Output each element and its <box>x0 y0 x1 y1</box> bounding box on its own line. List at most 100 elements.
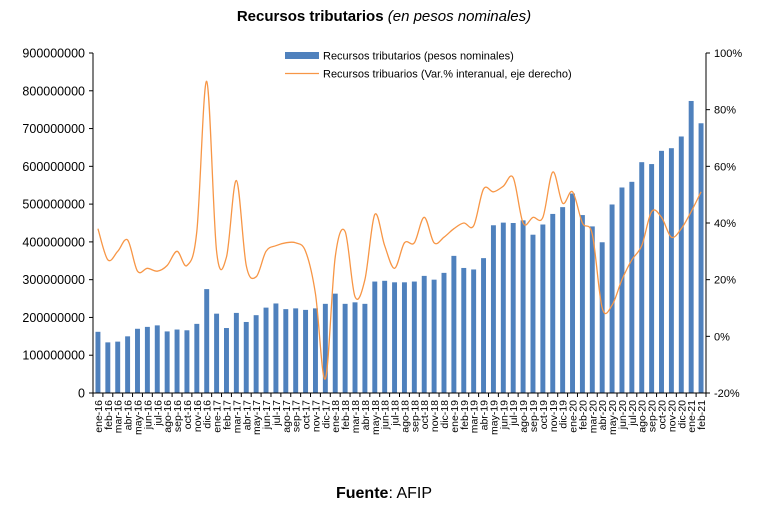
right-axis-tick-label: 0% <box>714 331 730 343</box>
bar <box>629 181 635 393</box>
x-axis-tick-label: ene-21 <box>686 400 698 433</box>
x-axis-tick-label: dic-19 <box>558 400 570 429</box>
x-axis-tick-label: sep-20 <box>647 400 659 432</box>
x-axis-tick-label: feb-20 <box>577 400 589 430</box>
x-axis-tick-label: jul-18 <box>390 400 402 427</box>
bar <box>342 303 348 393</box>
x-axis-tick-label: dic-18 <box>439 400 451 429</box>
left-axis-tick-label: 500000000 <box>22 198 85 212</box>
right-axis-tick-label: 80% <box>714 105 736 117</box>
legend-swatch-bar <box>285 52 319 59</box>
bar <box>520 220 526 393</box>
bar <box>154 325 160 393</box>
x-axis-tick-label: mar-18 <box>350 400 362 433</box>
bar <box>441 272 447 393</box>
x-axis-tick-label: jun-20 <box>617 400 629 430</box>
x-axis-tick-label: jul-20 <box>627 400 639 427</box>
bar <box>243 321 249 393</box>
bar <box>550 213 556 393</box>
right-axis-tick-label: -20% <box>714 388 740 400</box>
x-axis-tick-label: feb-17 <box>221 400 233 430</box>
x-axis-tick-label: dic-16 <box>202 400 214 429</box>
x-axis-tick-label: abr-16 <box>123 400 135 431</box>
left-axis-tick-label: 400000000 <box>22 235 85 249</box>
x-axis-tick-label: abr-19 <box>479 400 491 431</box>
bar <box>589 226 595 393</box>
x-axis-tick-label: mar-20 <box>587 400 599 433</box>
x-axis-tick-label: feb-16 <box>103 400 115 430</box>
chart-svg: 0 100000000 200000000 300000000 400000000 500… <box>22 47 742 436</box>
x-axis-tick-label: abr-20 <box>597 400 609 431</box>
bar <box>283 309 289 393</box>
x-axis-tick-label: feb-21 <box>696 400 708 430</box>
x-axis-tick-label: may-20 <box>607 400 619 435</box>
x-axis-tick-label: mar-19 <box>469 400 481 433</box>
x-axis-tick-label: may-19 <box>488 400 500 435</box>
bar <box>639 162 645 393</box>
x-axis-tick-label: ene-17 <box>212 400 224 433</box>
bar <box>510 223 516 393</box>
bar <box>125 336 131 393</box>
bar <box>678 136 684 393</box>
bar <box>461 267 467 393</box>
x-axis-tick-label: abr-18 <box>360 400 372 431</box>
bar <box>214 313 220 393</box>
bar <box>401 282 407 393</box>
bar <box>619 187 625 393</box>
x-axis-tick-label: ago-17 <box>281 400 293 433</box>
bar <box>579 215 585 393</box>
x-axis-tick-label: nov-17 <box>310 400 322 432</box>
x-axis-tick-label: oct-20 <box>657 400 669 429</box>
bar <box>312 308 318 393</box>
x-axis-tick-label: dic-20 <box>676 400 688 429</box>
bar <box>570 193 575 393</box>
left-axis-tick-label: 100000000 <box>22 349 85 363</box>
bar <box>144 326 150 393</box>
x-axis-tick-label: jun-17 <box>261 400 273 430</box>
x-axis-tick-label: ene-16 <box>93 400 105 433</box>
left-axis-tick-label: 600000000 <box>22 160 85 174</box>
bar <box>599 242 605 393</box>
x-axis-tick-label: oct-17 <box>301 400 313 429</box>
source-label: Fuente <box>335 485 389 502</box>
bar <box>451 255 457 393</box>
left-axis-ticks: 0 100000000 200000000 300000000 400000000 500… <box>22 47 93 401</box>
x-axis-tick-label: abr-17 <box>241 400 253 431</box>
x-axis-tick-label: mar-17 <box>231 400 243 433</box>
x-axis-tick-label: oct-18 <box>419 400 431 429</box>
bar <box>688 100 694 393</box>
right-axis-tick-label: 20% <box>714 275 736 287</box>
x-axis-tick-label: jul-16 <box>152 400 164 427</box>
bar <box>698 123 704 394</box>
legend-label-bar: Recursos tributarios (pesos nominales) <box>323 51 514 63</box>
line-series-path <box>97 80 702 380</box>
chart-subtitle: (en pesos nominales) <box>387 8 532 25</box>
bar <box>392 282 398 393</box>
bar <box>332 293 338 393</box>
x-axis-tick-label: jun-16 <box>142 400 154 430</box>
bar <box>204 289 210 393</box>
x-axis-tick-label: nov-18 <box>429 400 441 432</box>
bar <box>322 303 328 393</box>
left-axis-tick-label: 200000000 <box>22 311 85 325</box>
x-axis-tick-label: nov-20 <box>666 400 678 432</box>
x-axis-tick-label: dic-17 <box>320 400 332 429</box>
x-axis-tick-label: ago-16 <box>162 400 174 433</box>
x-axis-tick-label: jun-18 <box>380 400 392 430</box>
x-axis-tick-label: jul-19 <box>508 400 520 427</box>
bar <box>174 329 180 393</box>
bar-series <box>95 100 704 394</box>
bar <box>95 331 101 393</box>
left-axis-tick-label: 700000000 <box>22 122 85 136</box>
bar <box>164 331 170 393</box>
bar <box>471 269 477 393</box>
x-axis-tick-label: jun-19 <box>498 400 510 430</box>
x-axis-tick-label: sep-19 <box>528 400 540 432</box>
bar <box>303 309 309 393</box>
bar <box>609 204 615 393</box>
bar <box>560 207 566 393</box>
x-axis-tick-label: ago-18 <box>399 400 411 433</box>
bar <box>411 281 417 393</box>
bar <box>253 315 259 393</box>
bar <box>362 303 368 393</box>
